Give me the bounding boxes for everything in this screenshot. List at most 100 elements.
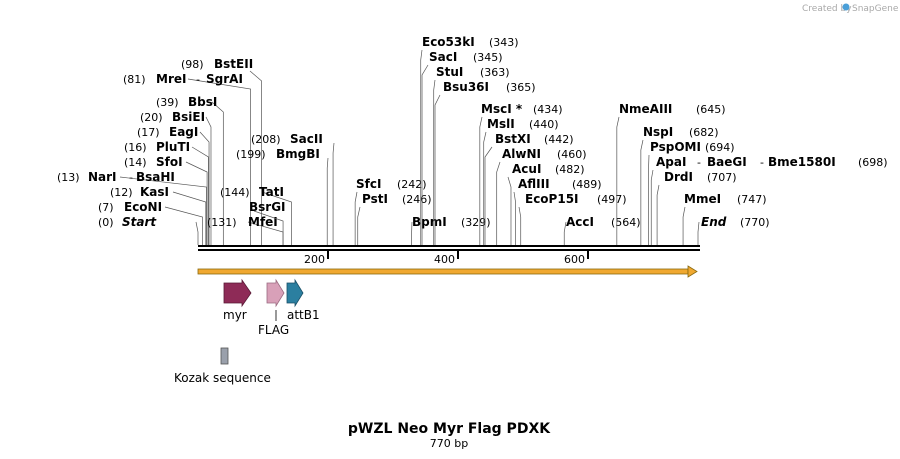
site-msci[interactable]: (434) MscI * xyxy=(479,102,563,245)
site-acui[interactable]: (482) AcuI xyxy=(507,162,585,245)
site-enzyme-name-alt[interactable]: BsaHI xyxy=(136,170,175,184)
site-afliii[interactable]: (489) AflIII xyxy=(513,177,602,245)
site-end[interactable]: (770) End xyxy=(697,215,770,245)
site-nspi[interactable]: (682) NspI xyxy=(640,125,719,245)
site-mfei[interactable]: (131) MfeI xyxy=(207,215,284,245)
site-enzyme-name[interactable]: MslI xyxy=(487,117,515,131)
site-enzyme-name-alt[interactable]: BaeGI xyxy=(707,155,747,169)
site-tati[interactable]: (144) TatI xyxy=(220,185,292,245)
site-enzyme-name[interactable]: PstI xyxy=(362,192,388,206)
site-enzyme-name[interactable]: Start xyxy=(122,215,157,229)
site-pspomi[interactable]: (694) PspOMI xyxy=(648,140,735,245)
site-sfoi[interactable]: (14) SfoI xyxy=(124,155,208,245)
site-enzyme-name-alt[interactable]: SgrAI xyxy=(206,72,243,86)
orf-arrow[interactable] xyxy=(197,265,698,278)
site-bpmi[interactable]: (329) BpmI xyxy=(411,215,491,245)
site-enzyme-name[interactable]: BsiEI xyxy=(172,110,205,124)
site-alwni[interactable]: (460) AlwNI xyxy=(496,147,587,245)
site-bsteii[interactable]: (98) BstEII xyxy=(181,57,262,245)
site-enzyme-name[interactable]: MfeI xyxy=(248,215,278,229)
site-enzyme-name[interactable]: MscI * xyxy=(481,102,523,116)
site-enzyme-name[interactable]: SfcI xyxy=(356,177,381,191)
site-enzyme-name[interactable]: SfoI xyxy=(156,155,183,169)
site-leader-line xyxy=(332,142,335,245)
site-ecop15i[interactable]: (497) EcoP15I xyxy=(518,192,627,245)
site-enzyme-name[interactable]: DrdI xyxy=(664,170,693,184)
site-bstxi[interactable]: (442) BstXI xyxy=(484,132,574,245)
site-enzyme-name[interactable]: AccI xyxy=(566,215,594,229)
site-eagi[interactable]: (17) EagI xyxy=(137,125,210,245)
site-sacii[interactable]: (208) SacII xyxy=(251,132,335,245)
feature-attb1[interactable]: attB1 xyxy=(286,278,320,322)
site-enzyme-name[interactable]: AflIII xyxy=(518,177,550,191)
site-enzyme-name[interactable]: BbsI xyxy=(188,95,217,109)
dna-backbone[interactable] xyxy=(198,245,700,251)
site-enzyme-name[interactable]: StuI xyxy=(436,65,463,79)
site-nari[interactable]: (13) NarI - BsaHI xyxy=(57,170,207,245)
site-enzyme-name-alt2[interactable]: Bme1580I xyxy=(768,155,836,169)
site-saci[interactable]: (345) SacI xyxy=(421,50,503,245)
site-mmei[interactable]: (747) MmeI xyxy=(682,192,767,245)
site-enzyme-name[interactable]: EcoNI xyxy=(124,200,162,214)
feature-kozak[interactable]: Kozak sequence xyxy=(174,347,271,385)
site-position: (144) xyxy=(220,186,250,199)
site-enzyme-name[interactable]: EagI xyxy=(169,125,198,139)
site-enzyme-name[interactable]: MreI xyxy=(156,72,186,86)
site-enzyme-name[interactable]: SacII xyxy=(290,132,323,146)
site-separator: - xyxy=(129,171,133,184)
site-enzyme-name[interactable]: NarI xyxy=(88,170,117,184)
site-apai[interactable]: (698)ApaI - BaeGI - Bme1580I xyxy=(650,155,888,245)
site-kasi[interactable]: (12) KasI xyxy=(110,185,207,245)
site-enzyme-name[interactable]: SacI xyxy=(429,50,457,64)
site-position: (698) xyxy=(858,156,888,169)
site-enzyme-name[interactable]: Bsu36I xyxy=(443,80,489,94)
site-enzyme-name[interactable]: BsrGI xyxy=(249,200,286,214)
site-stui[interactable]: (363) StuI xyxy=(433,65,510,245)
site-enzyme-name[interactable]: PluTI xyxy=(156,140,190,154)
feature-label-flag: FLAG xyxy=(258,323,289,337)
site-enzyme-name[interactable]: PspOMI xyxy=(650,140,701,154)
feature-myr[interactable]: myr xyxy=(223,278,252,322)
site-enzyme-name[interactable]: KasI xyxy=(140,185,169,199)
site-leader-line xyxy=(326,157,329,245)
site-nmeaiii[interactable]: (645) NmeAIII xyxy=(616,102,726,245)
site-position: (329) xyxy=(461,216,491,229)
site-bbsi[interactable]: (39) BbsI xyxy=(156,95,224,245)
site-enzyme-name[interactable]: NmeAIII xyxy=(619,102,672,116)
site-leader-line xyxy=(187,78,251,245)
snapgene-logo-icon xyxy=(842,3,850,11)
feature-flag[interactable]: FLAG xyxy=(258,278,289,337)
site-bsiei[interactable]: (20) BsiEI xyxy=(140,110,212,245)
site-drdi[interactable]: (707) DrdI xyxy=(656,170,737,245)
site-enzyme-name[interactable]: End xyxy=(701,215,727,229)
site-mrei[interactable]: (81) MreI - SgrAI xyxy=(123,72,251,245)
site-enzyme-name[interactable]: ApaI xyxy=(656,155,686,169)
site-enzyme-name[interactable]: BstXI xyxy=(495,132,531,146)
site-bmgbi[interactable]: (199) BmgBI xyxy=(236,147,329,245)
site-enzyme-name[interactable]: BstEII xyxy=(214,57,253,71)
site-position: (17) xyxy=(137,126,160,139)
site-enzyme-name[interactable]: BmgBI xyxy=(276,147,320,161)
site-bsu36i[interactable]: (365) Bsu36I xyxy=(434,80,536,245)
site-leader-line xyxy=(185,161,208,245)
site-enzyme-name[interactable]: EcoP15I xyxy=(525,192,579,206)
site-psti[interactable]: (246) PstI xyxy=(357,192,432,245)
site-bsrgi[interactable]: BsrGI xyxy=(249,200,286,245)
site-msli[interactable]: (440) MslI xyxy=(483,117,559,245)
site-enzyme-name[interactable]: NspI xyxy=(643,125,673,139)
site-leader-line xyxy=(479,116,483,245)
site-leader-line xyxy=(483,131,487,245)
site-eco53ki[interactable]: (343) Eco53kI xyxy=(420,35,519,245)
site-pluti[interactable]: (16) PluTI xyxy=(124,140,209,245)
site-enzyme-name[interactable]: BpmI xyxy=(412,215,447,229)
site-enzyme-name[interactable]: Eco53kI xyxy=(422,35,475,49)
site-start[interactable]: (0) Start xyxy=(98,215,199,245)
site-enzyme-name[interactable]: TatI xyxy=(259,185,284,199)
site-enzyme-name[interactable]: MmeI xyxy=(684,192,721,206)
site-enzyme-name[interactable]: AlwNI xyxy=(502,147,541,161)
site-econi[interactable]: (7) EcoNI xyxy=(98,200,203,245)
site-enzyme-name[interactable]: AcuI xyxy=(512,162,541,176)
site-acci[interactable]: (564) AccI xyxy=(563,215,641,245)
site-sfci[interactable]: (242) SfcI xyxy=(354,177,427,245)
site-position: (460) xyxy=(557,148,587,161)
